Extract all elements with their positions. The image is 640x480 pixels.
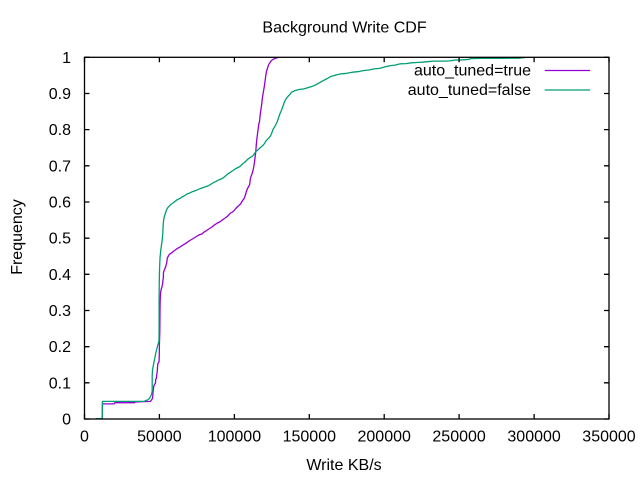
svg-text:0.6: 0.6	[49, 195, 71, 212]
svg-text:0.9: 0.9	[49, 86, 71, 103]
svg-text:150000: 150000	[283, 429, 336, 446]
svg-text:0.7: 0.7	[49, 158, 71, 175]
svg-text:300000: 300000	[507, 429, 560, 446]
svg-text:50000: 50000	[137, 429, 182, 446]
svg-text:0.3: 0.3	[49, 303, 71, 320]
svg-text:auto_tuned=true: auto_tuned=true	[414, 63, 531, 80]
svg-text:auto_tuned=false: auto_tuned=false	[408, 82, 531, 99]
svg-text:200000: 200000	[358, 429, 411, 446]
svg-text:0: 0	[62, 412, 71, 429]
svg-text:0: 0	[80, 429, 89, 446]
svg-text:1: 1	[62, 50, 71, 67]
svg-text:350000: 350000	[582, 429, 635, 446]
svg-text:0.4: 0.4	[49, 267, 71, 284]
svg-text:0.1: 0.1	[49, 375, 71, 392]
svg-text:0.5: 0.5	[49, 231, 71, 248]
svg-text:100000: 100000	[208, 429, 261, 446]
svg-text:0.2: 0.2	[49, 339, 71, 356]
svg-text:Write KB/s: Write KB/s	[306, 457, 381, 474]
svg-text:250000: 250000	[432, 429, 485, 446]
svg-text:Frequency: Frequency	[9, 199, 26, 275]
svg-text:Background Write CDF: Background Write CDF	[262, 20, 426, 37]
svg-text:0.8: 0.8	[49, 122, 71, 139]
